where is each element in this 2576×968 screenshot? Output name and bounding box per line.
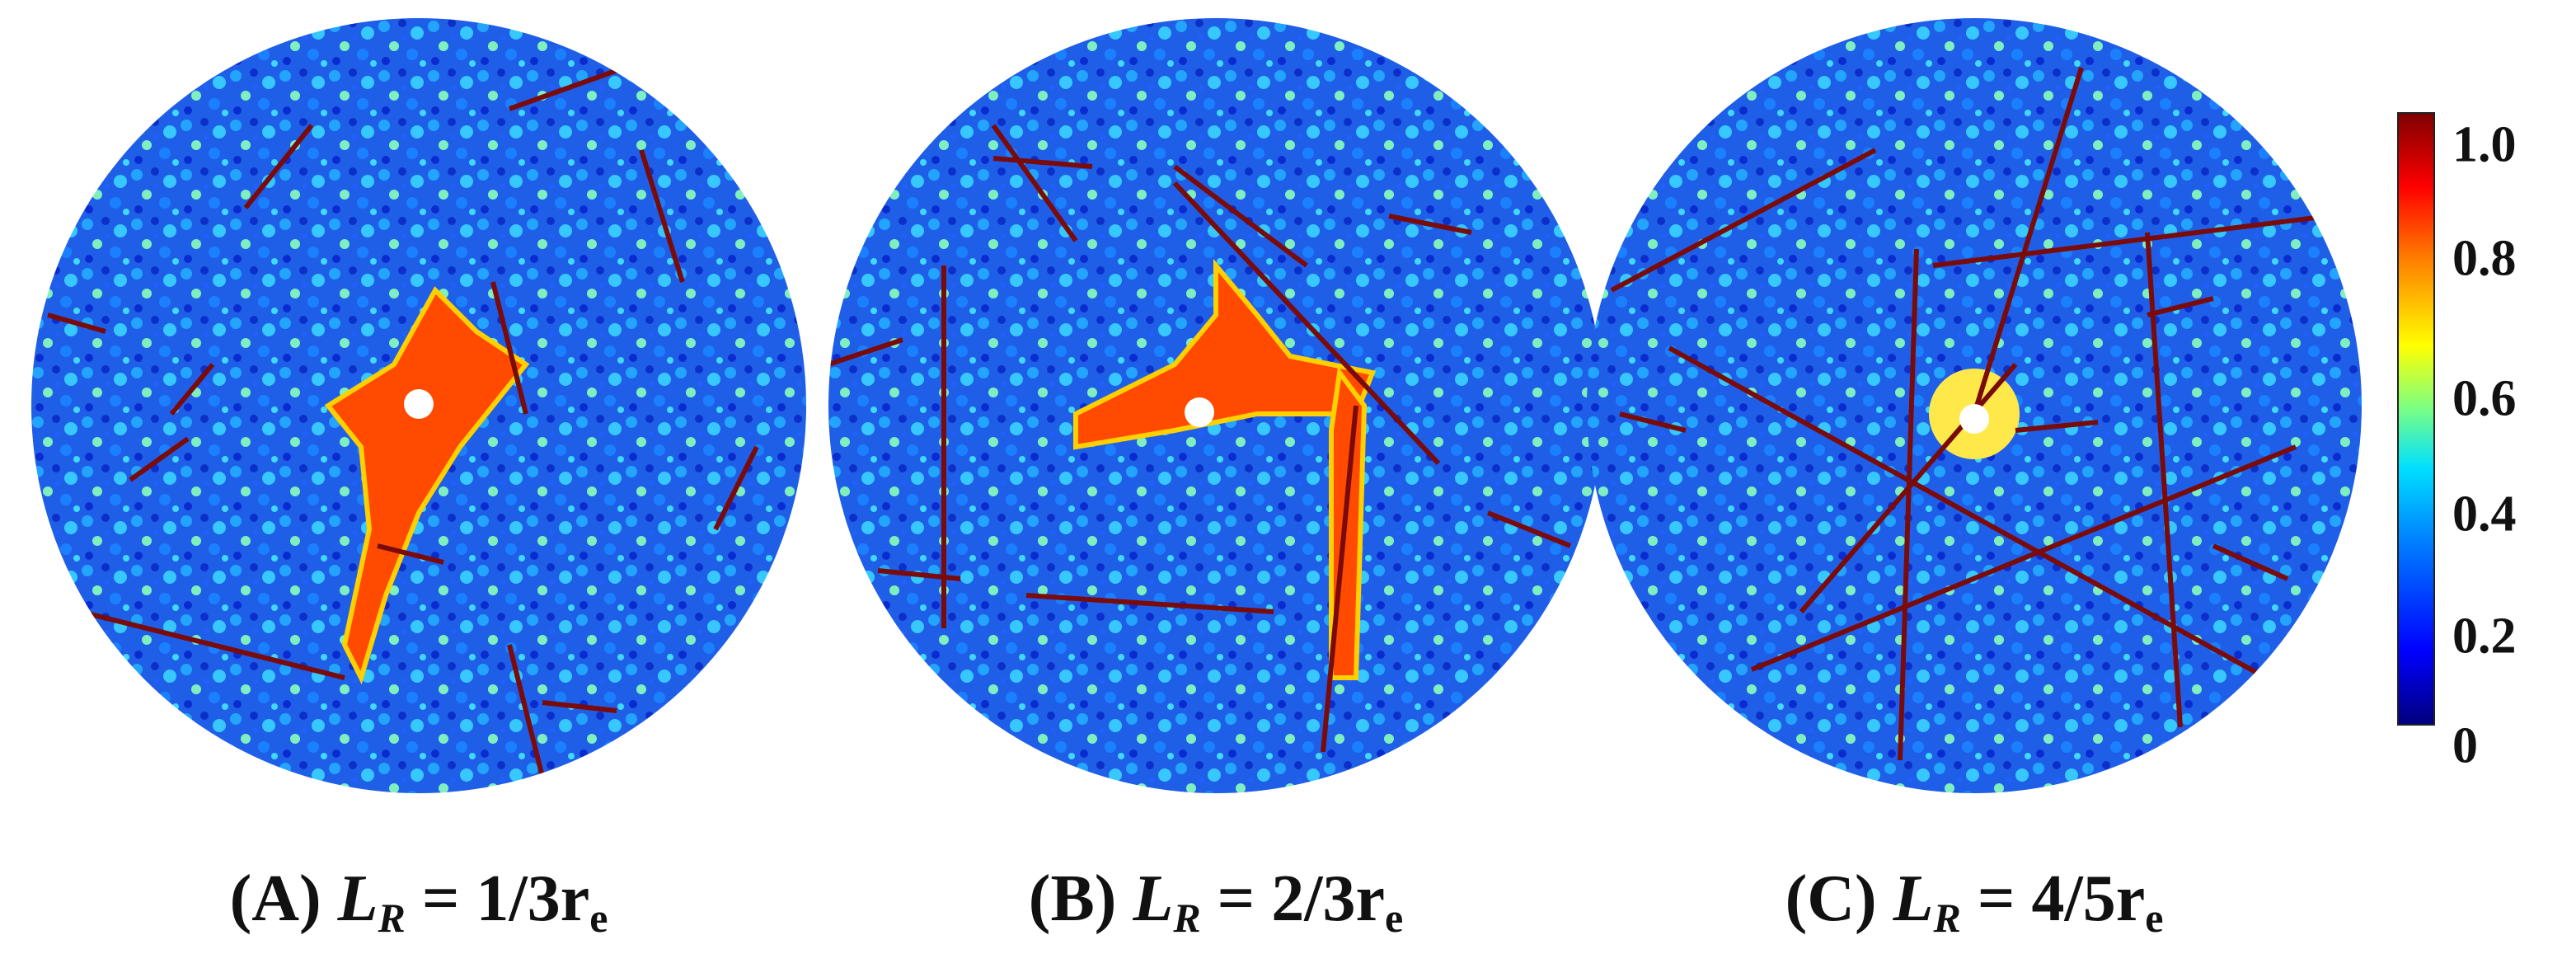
colorbar-tick: 0.6 bbox=[2452, 370, 2517, 427]
fracture-field-b bbox=[828, 18, 1603, 793]
saturation-map-b bbox=[828, 18, 1603, 793]
colorbar-tick: 0 bbox=[2452, 717, 2478, 774]
colorbar-tick: 0.4 bbox=[2452, 486, 2517, 543]
saturation-map-a bbox=[31, 18, 806, 793]
caption-c: (C) LR = 4/5re bbox=[1785, 862, 2164, 941]
saturation-map-c bbox=[1587, 18, 2362, 793]
fracture-lines-b bbox=[828, 124, 1572, 753]
colorbar-tick: 0.2 bbox=[2452, 608, 2517, 665]
caption-a: (A) LR = 1/3re bbox=[229, 862, 608, 941]
injection-well-c bbox=[1959, 404, 1989, 434]
colorbar-tick: 0.8 bbox=[2452, 230, 2517, 287]
fracture-field-a bbox=[31, 18, 806, 793]
fracture-field-c bbox=[1587, 18, 2362, 793]
fracture-lines-a bbox=[47, 65, 759, 778]
caption-b: (B) LR = 2/3re bbox=[1028, 862, 1404, 941]
colorbar bbox=[2397, 112, 2435, 726]
colorbar-tick: 1.0 bbox=[2452, 116, 2517, 173]
injection-well-b bbox=[1185, 397, 1214, 427]
injection-well-a bbox=[404, 389, 434, 419]
fracture-lines-c bbox=[1610, 67, 2330, 761]
